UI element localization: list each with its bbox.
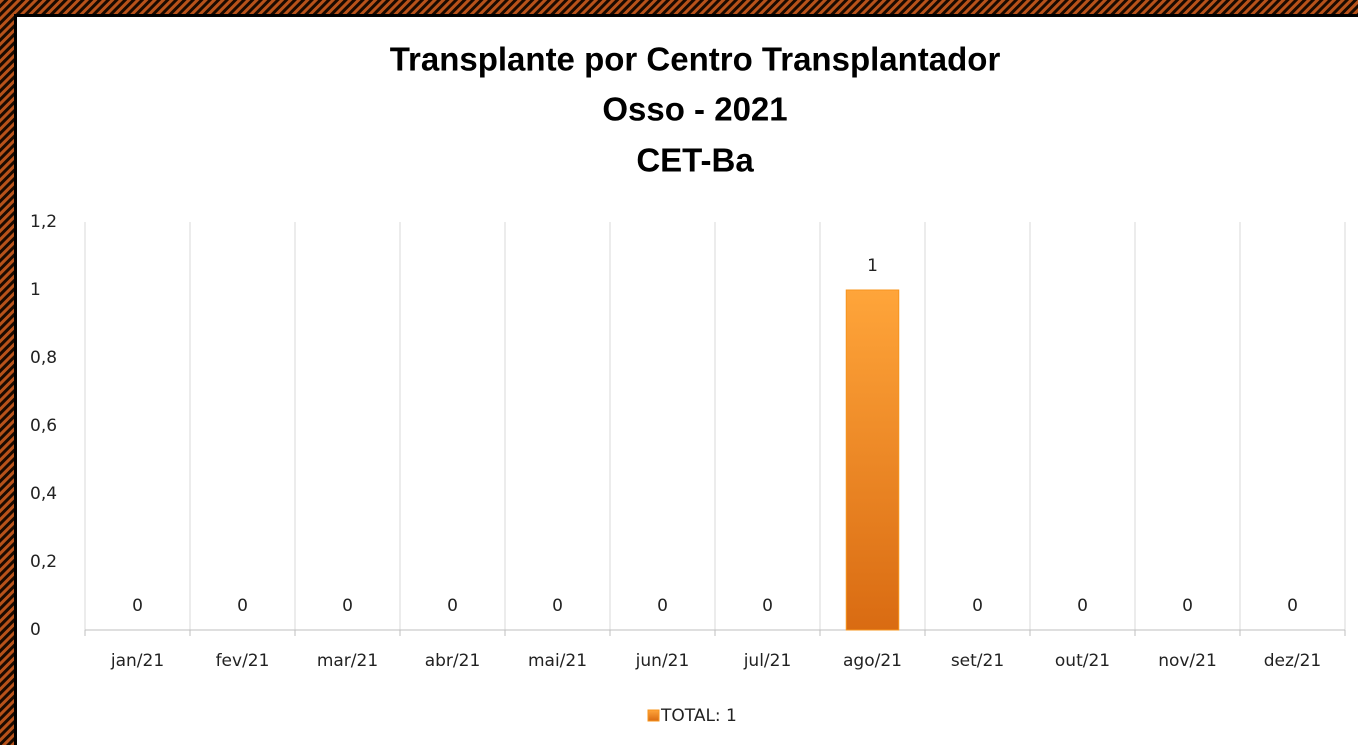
x-tick-label: jan/21 — [110, 651, 164, 671]
data-label: 0 — [762, 596, 773, 616]
x-tick-label: dez/21 — [1264, 651, 1322, 671]
data-label: 0 — [1287, 596, 1298, 616]
data-label: 1 — [867, 256, 878, 276]
data-label: 0 — [552, 596, 563, 616]
y-tick-label: 1 — [30, 280, 41, 300]
x-tick-label: fev/21 — [216, 651, 270, 671]
data-label: 0 — [132, 596, 143, 616]
y-tick-label: 0 — [30, 620, 41, 640]
chart-title: Transplante por Centro Transplantador — [390, 41, 1001, 78]
x-tick-label: nov/21 — [1158, 651, 1217, 671]
data-label: 0 — [1077, 596, 1088, 616]
data-label: 0 — [657, 596, 668, 616]
legend-label: TOTAL: 1 — [660, 706, 737, 726]
x-tick-label: set/21 — [951, 651, 1004, 671]
data-label: 0 — [237, 596, 248, 616]
data-label: 0 — [342, 596, 353, 616]
legend-swatch — [647, 709, 660, 722]
y-tick-label: 0,4 — [30, 484, 57, 504]
x-tick-label: jul/21 — [743, 651, 792, 671]
y-tick-label: 0,6 — [30, 416, 57, 436]
bar — [845, 289, 900, 631]
data-label: 0 — [1182, 596, 1193, 616]
x-tick-label: jun/21 — [635, 651, 690, 671]
data-label: 0 — [972, 596, 983, 616]
x-tick-label: ago/21 — [843, 651, 902, 671]
y-tick-label: 0,8 — [30, 348, 57, 368]
x-tick-label: abr/21 — [425, 651, 481, 671]
x-tick-label: mai/21 — [528, 651, 587, 671]
y-tick-label: 1,2 — [30, 212, 57, 232]
x-tick-label: mar/21 — [317, 651, 378, 671]
x-tick-label: out/21 — [1055, 651, 1110, 671]
chart-title: Osso - 2021 — [602, 91, 787, 128]
data-label: 0 — [447, 596, 458, 616]
y-tick-label: 0,2 — [30, 552, 57, 572]
chart-title: CET-Ba — [636, 142, 754, 179]
